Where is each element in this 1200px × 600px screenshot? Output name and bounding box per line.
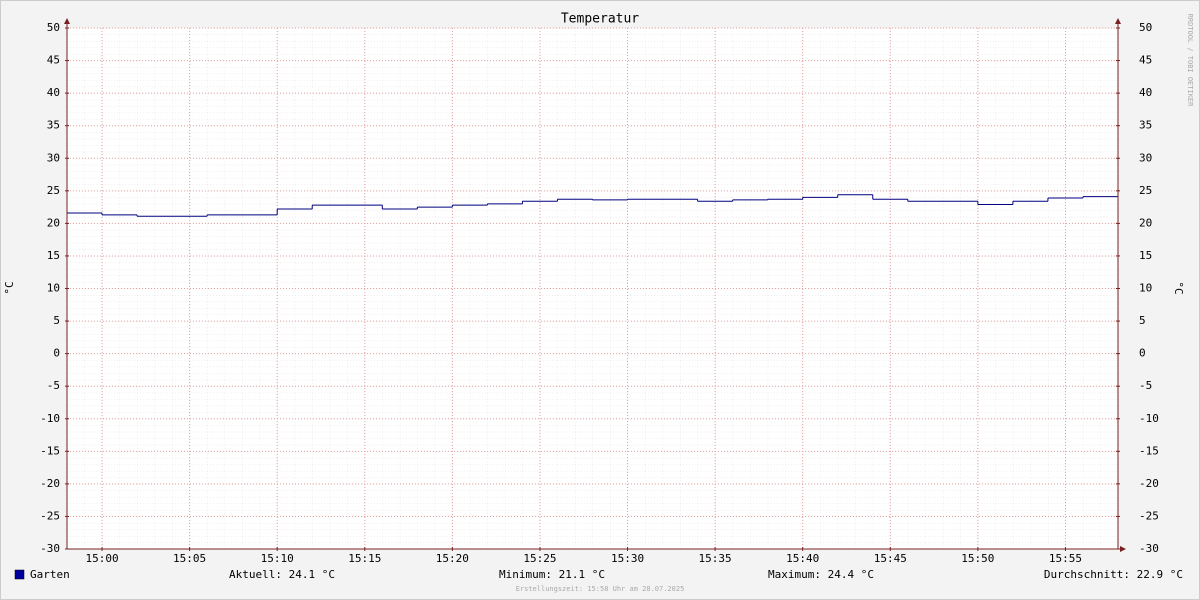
axis-arrow xyxy=(64,18,70,24)
y2-axis-label: °C xyxy=(1172,281,1185,294)
y-tick-label: 30 xyxy=(47,151,60,164)
y-tick-label: 45 xyxy=(47,54,60,67)
y2-tick-label: -10 xyxy=(1139,412,1159,425)
x-tick-label: 15:00 xyxy=(85,552,118,565)
x-tick-label: 15:40 xyxy=(786,552,819,565)
y2-tick-label: 30 xyxy=(1139,151,1152,164)
x-tick-label: 15:55 xyxy=(1049,552,1082,565)
y-tick-label: -30 xyxy=(40,542,60,555)
x-tick-label: 15:20 xyxy=(436,552,469,565)
watermark: RRDTOOL / TOBI OETIKER xyxy=(1186,14,1194,108)
y-tick-label: 35 xyxy=(47,119,60,132)
x-tick-label: 15:45 xyxy=(874,552,907,565)
y-tick-label: 20 xyxy=(47,216,60,229)
legend-label: Garten xyxy=(30,568,70,581)
x-tick-label: 15:25 xyxy=(523,552,556,565)
y2-tick-label: 25 xyxy=(1139,184,1152,197)
y2-tick-label: 0 xyxy=(1139,347,1146,360)
y-tick-label: -20 xyxy=(40,477,60,490)
y2-tick-label: -15 xyxy=(1139,444,1159,457)
footer: Erstellungszeit: 15:58 Uhr am 28.07.2025 xyxy=(516,585,685,593)
stat: Aktuell: 24.1 °C xyxy=(229,568,335,581)
x-tick-label: 15:50 xyxy=(961,552,994,565)
y-tick-label: 50 xyxy=(47,21,60,34)
y-tick-label: -25 xyxy=(40,509,60,522)
y2-tick-label: 20 xyxy=(1139,216,1152,229)
stat: Durchschnitt: 22.9 °C xyxy=(1044,568,1183,581)
axis-arrow xyxy=(1120,546,1126,552)
y2-tick-label: 35 xyxy=(1139,119,1152,132)
x-tick-label: 15:15 xyxy=(348,552,381,565)
y-tick-label: -10 xyxy=(40,412,60,425)
y2-tick-label: -5 xyxy=(1139,379,1152,392)
y2-tick-label: 15 xyxy=(1139,249,1152,262)
x-tick-label: 15:10 xyxy=(261,552,294,565)
chart-title: Temperatur xyxy=(561,12,639,27)
y2-tick-label: 10 xyxy=(1139,282,1152,295)
y2-tick-label: 40 xyxy=(1139,86,1152,99)
y-tick-label: 10 xyxy=(47,282,60,295)
y2-tick-label: 45 xyxy=(1139,54,1152,67)
y-axis-label: °C xyxy=(3,281,16,294)
y-tick-label: -5 xyxy=(47,379,60,392)
y2-tick-label: 50 xyxy=(1139,21,1152,34)
stat: Maximum: 24.4 °C xyxy=(768,568,874,581)
y-tick-label: 25 xyxy=(47,184,60,197)
axis-arrow xyxy=(1115,18,1121,24)
y2-tick-label: -30 xyxy=(1139,542,1159,555)
x-tick-label: 15:35 xyxy=(699,552,732,565)
stat: Minimum: 21.1 °C xyxy=(499,568,605,581)
x-tick-label: 15:05 xyxy=(173,552,206,565)
y-tick-label: 5 xyxy=(53,314,60,327)
y-tick-label: 40 xyxy=(47,86,60,99)
y2-tick-label: -25 xyxy=(1139,509,1159,522)
y-tick-label: -15 xyxy=(40,444,60,457)
y2-tick-label: -20 xyxy=(1139,477,1159,490)
y2-tick-label: 5 xyxy=(1139,314,1146,327)
x-tick-label: 15:30 xyxy=(611,552,644,565)
y-tick-label: 15 xyxy=(47,249,60,262)
y-tick-label: 0 xyxy=(53,347,60,360)
legend-swatch xyxy=(14,569,25,580)
